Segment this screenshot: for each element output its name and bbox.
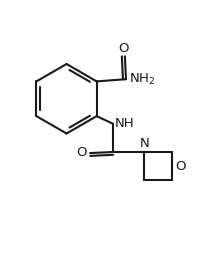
Text: N: N xyxy=(139,137,149,150)
Text: O: O xyxy=(76,146,87,159)
Text: O: O xyxy=(118,42,129,55)
Text: NH$_2$: NH$_2$ xyxy=(129,72,155,87)
Text: O: O xyxy=(175,160,185,173)
Text: NH: NH xyxy=(115,117,135,130)
